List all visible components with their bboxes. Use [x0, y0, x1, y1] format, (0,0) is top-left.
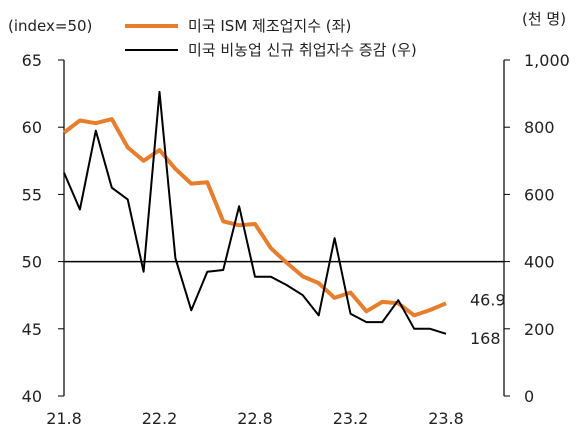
left-tick-label: 40 — [22, 387, 42, 406]
right-axis-title: (천 명) — [522, 10, 566, 28]
series-group — [62, 90, 447, 335]
left-axis-title: (index=50) — [8, 17, 92, 35]
right-tick-label: 800 — [524, 118, 555, 137]
payrolls-end-label: 168 — [470, 329, 501, 348]
ism-series-line — [62, 117, 447, 318]
x-tick-label: 23.8 — [428, 409, 464, 428]
left-tick-label: 50 — [22, 253, 42, 272]
left-tick-label: 65 — [22, 51, 42, 70]
left-axis-ticks: 40 45 50 55 60 65 — [22, 51, 64, 406]
legend-label-ism: 미국 ISM 제조업지수 (좌) — [188, 17, 351, 35]
right-tick-label: 200 — [524, 320, 555, 339]
ism-end-label: 46.9 — [470, 290, 506, 309]
x-axis-ticks: 21.8 22.2 22.8 23.2 23.8 — [46, 409, 464, 428]
legend-label-payrolls: 미국 비농업 신규 취업자수 증감 (우) — [188, 41, 417, 59]
left-tick-label: 60 — [22, 118, 42, 137]
x-tick-label: 22.8 — [237, 409, 273, 428]
right-tick-label: 0 — [524, 387, 534, 406]
right-axis-ticks: 0 200 400 600 800 1,000 — [504, 51, 570, 406]
x-tick-label: 21.8 — [46, 409, 82, 428]
left-tick-label: 45 — [22, 320, 42, 339]
right-tick-label: 600 — [524, 185, 555, 204]
x-tick-label: 22.2 — [142, 409, 178, 428]
left-tick-label: 55 — [22, 185, 42, 204]
x-tick-label: 23.2 — [333, 409, 369, 428]
right-tick-label: 1,000 — [524, 51, 570, 70]
right-tick-label: 400 — [524, 253, 555, 272]
legend: 미국 ISM 제조업지수 (좌) 미국 비농업 신규 취업자수 증감 (우) — [125, 17, 417, 59]
payrolls-series-line — [63, 90, 447, 335]
